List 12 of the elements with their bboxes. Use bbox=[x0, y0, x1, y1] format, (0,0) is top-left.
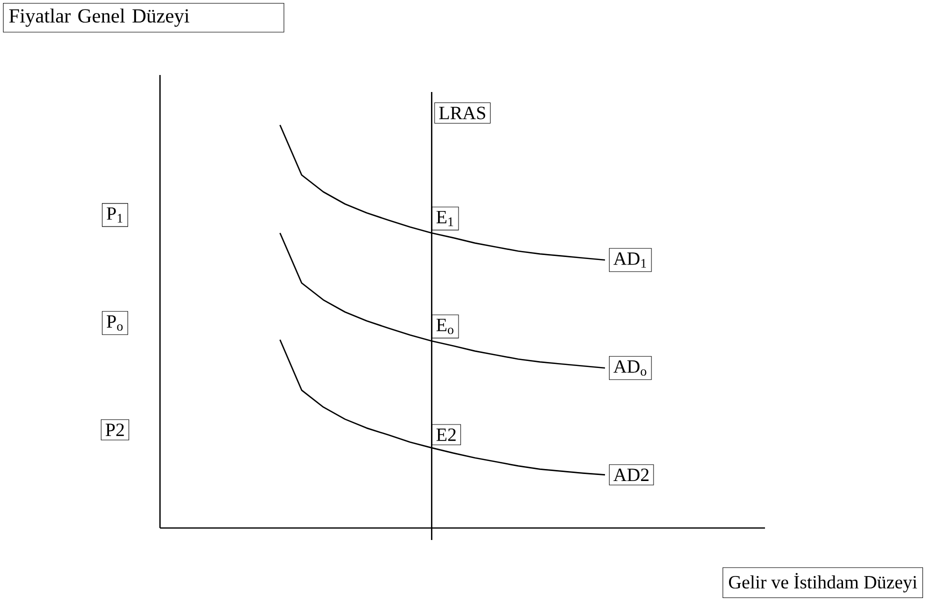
series-label: AD2 bbox=[613, 468, 649, 482]
text: P$_{1}$ bbox=[106, 207, 122, 223]
text: P2 bbox=[106, 424, 124, 436]
text: P$_{o}$ bbox=[106, 315, 123, 331]
series-label: AD$_{o}$ bbox=[613, 360, 646, 376]
annotation: E$_{o}$ bbox=[436, 318, 454, 334]
text: Fiyatlar Genel Düzeyi bbox=[9, 8, 190, 27]
annotation: E2 bbox=[436, 428, 456, 441]
annotation: E$_{1}$ bbox=[436, 210, 454, 226]
text: Gelir ve İstihdam Düzeyi bbox=[728, 572, 918, 592]
series-label: AD$_{1}$ bbox=[613, 252, 646, 268]
text: LRAS bbox=[439, 106, 486, 120]
